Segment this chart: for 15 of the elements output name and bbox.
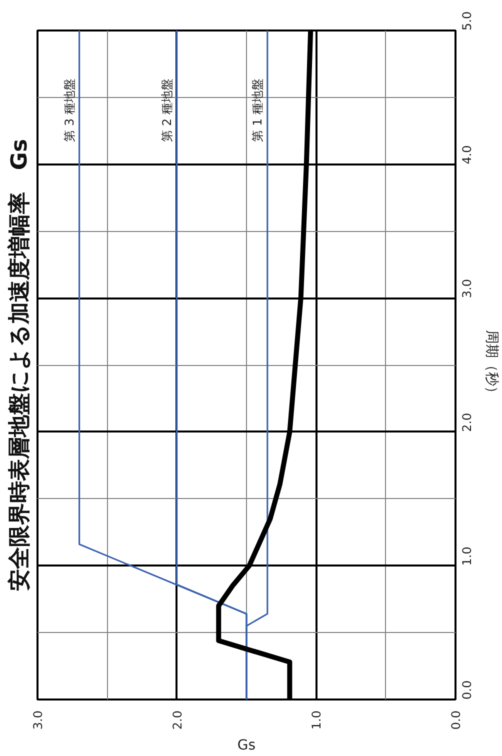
text: 第 2 種地盤 — [160, 78, 174, 142]
x-axis-title: Gs — [237, 738, 256, 754]
text: 第 1 種地盤 — [250, 78, 264, 142]
x-tick-label: 3.0 — [31, 710, 45, 730]
y-tick-label: 4.0 — [460, 145, 474, 164]
text: 安全限界時表層地盤による加速度増幅率 Gs — [6, 138, 32, 592]
y-tick-label: 3.0 — [460, 279, 474, 298]
x-tick-label: 2.0 — [170, 710, 184, 730]
y-tick-label: 5.0 — [460, 11, 474, 30]
y-tick-label: 0.0 — [460, 680, 474, 700]
text: 第 3 種地盤 — [62, 78, 76, 142]
x-tick-label: 1.0 — [310, 710, 324, 730]
y-axis-title: 周期（秒） — [484, 330, 500, 400]
y-tick-label: 1.0 — [460, 546, 474, 566]
y-tick-label: 2.0 — [460, 412, 474, 432]
